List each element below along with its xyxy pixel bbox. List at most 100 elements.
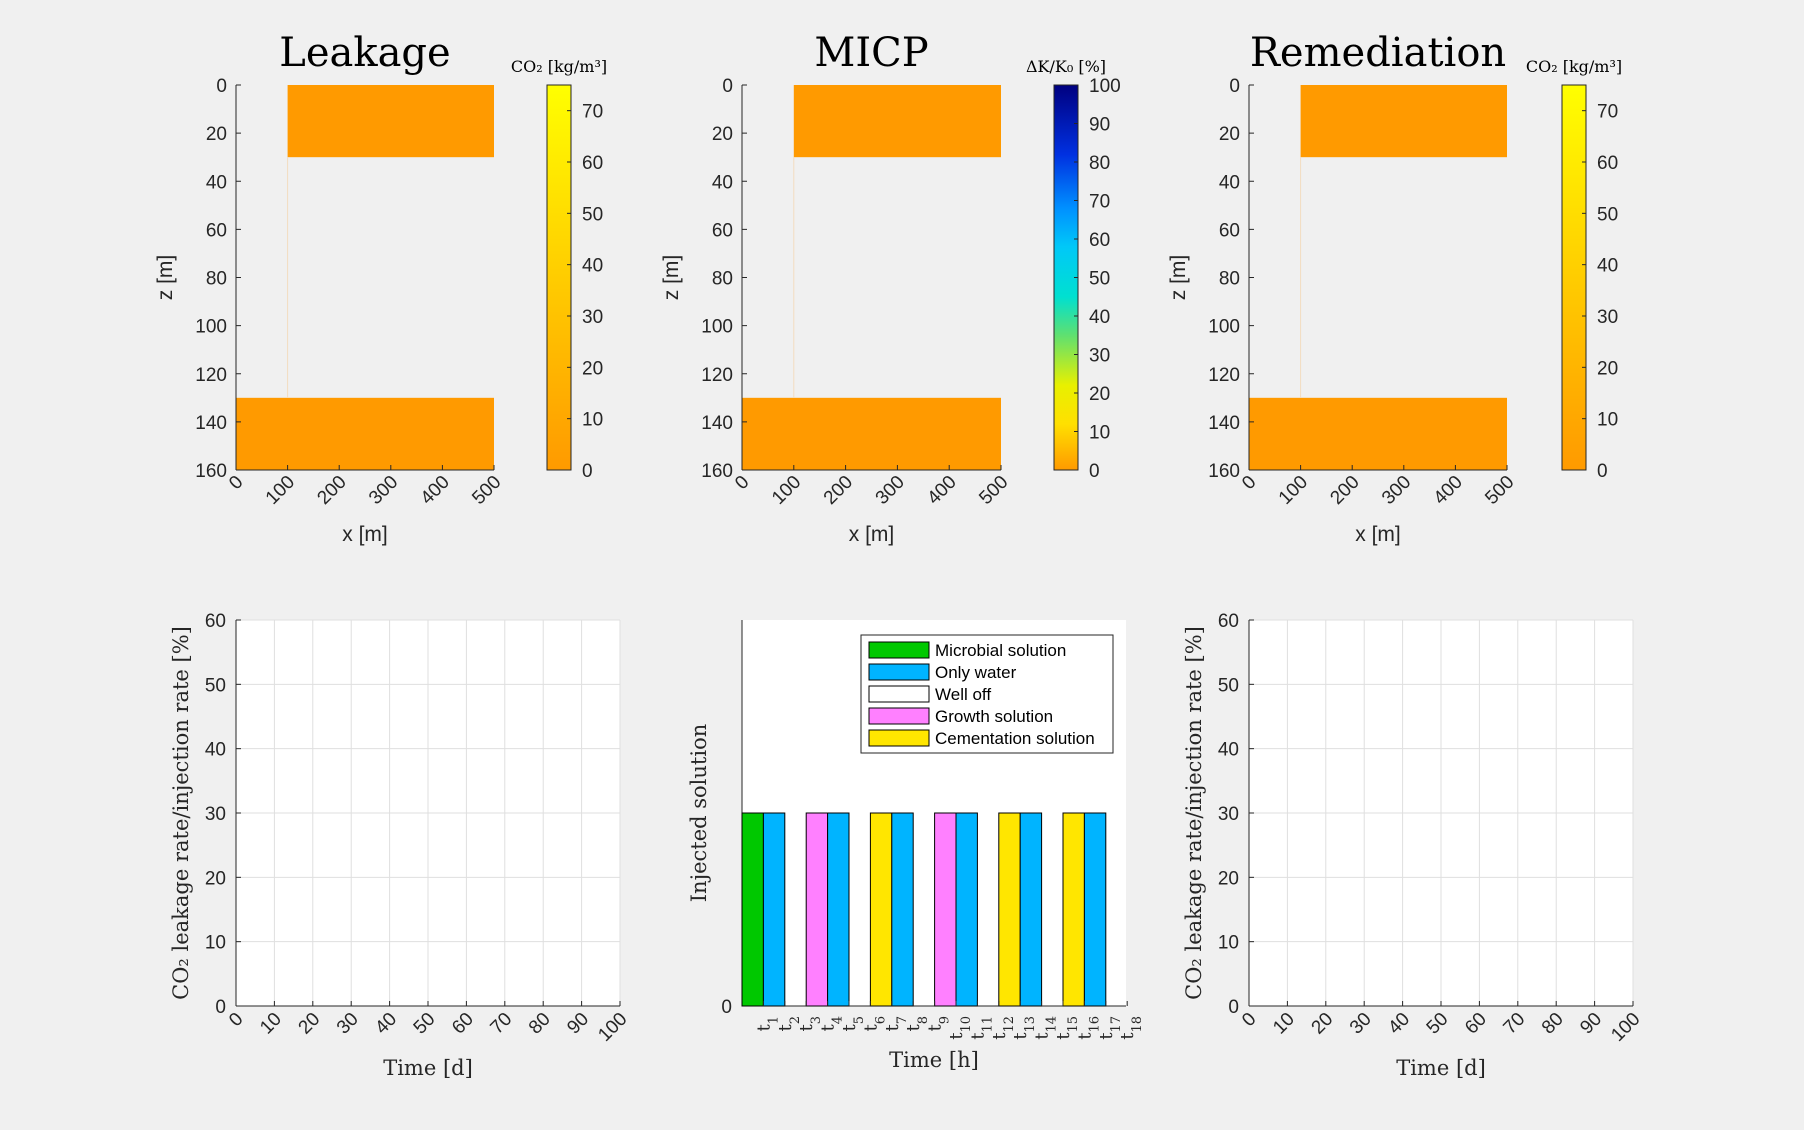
panel-5-xtick-sub: 5 <box>852 1016 867 1024</box>
panel-2-cb-tick-label: 70 <box>1089 192 1110 213</box>
panel-1-xtick-label: 100 <box>262 472 299 509</box>
panel-5-legend-label: Well off <box>935 685 991 704</box>
panel-2-ytick-label: 20 <box>712 124 733 145</box>
panel-5-xtick-label: t10 <box>946 1016 974 1040</box>
panel-1-cb-tick-label: 40 <box>582 256 603 277</box>
panel-5-bar-water <box>1083 812 1107 1007</box>
panel-2-xtick-label: 400 <box>923 472 960 509</box>
panel-5-legend-label: Microbial solution <box>935 641 1066 660</box>
panel-2-ytick-label: 60 <box>712 220 733 241</box>
panel-1-ytick-label: 80 <box>206 269 227 290</box>
panel-6-ytick-label: 40 <box>1218 740 1239 761</box>
panel-5-legend-label: Growth solution <box>935 707 1053 726</box>
panel-2-ytick-label: 40 <box>712 172 733 193</box>
panel-5-xtick-label: t8 <box>903 1016 931 1032</box>
panel-1-xtick-label: 200 <box>313 472 350 509</box>
panel-1-cell <box>287 85 494 158</box>
panel-5-xlabel: Time [h] <box>889 1048 979 1072</box>
panel-4-xlabel: Time [d] <box>383 1056 473 1080</box>
panel-3-ytick-label: 120 <box>1208 365 1240 386</box>
panel-5-bar-water <box>891 812 914 1007</box>
panel-3-cb-tick-label: 50 <box>1597 204 1618 225</box>
panel-1-cb-tick-label: 50 <box>582 204 603 225</box>
panel-2-ytick-label: 120 <box>701 365 733 386</box>
panel-6-ytick-label: 30 <box>1218 804 1239 825</box>
panel-3-xtick-label: 400 <box>1430 472 1467 509</box>
panel-6-xtick-label: 20 <box>1308 1009 1338 1039</box>
panel-5-xtick-t: t <box>796 1024 817 1032</box>
panel-1-ytick-label: 100 <box>195 317 227 338</box>
panel-5-xtick-sub: 13 <box>1023 1016 1038 1033</box>
panel-5-xtick-t: t <box>818 1024 839 1032</box>
panel-1-xlabel: x [m] <box>342 523 388 546</box>
panel-2-title: MICP <box>814 30 928 76</box>
panel-5-xtick-sub: 6 <box>873 1016 888 1024</box>
panel-6-xtick-label: 90 <box>1576 1009 1606 1039</box>
panel-5-xtick-label: t3 <box>796 1016 824 1032</box>
panel-5-ylabel: Injected solution <box>687 724 711 903</box>
panel-4-xtick-label: 20 <box>295 1009 325 1039</box>
panel-4-ylabel: CO₂ leakage rate/injection rate [%] <box>169 626 193 1000</box>
panel-6-xtick-label: 70 <box>1500 1009 1530 1039</box>
panel-5-xtick-sub: 14 <box>1044 1016 1059 1033</box>
panel-2-cb-label: ΔK/K₀ [%] <box>1026 57 1106 76</box>
panel-4-xtick-label: 70 <box>487 1009 517 1039</box>
panel-5-bar-water <box>762 812 786 1007</box>
panel-3-xtick-label: 300 <box>1378 472 1415 509</box>
panel-3-cb-tick-label: 0 <box>1597 461 1608 482</box>
panel-5-xtick-label: t15 <box>1053 1016 1081 1040</box>
panel-2-ylabel: z [m] <box>660 255 683 301</box>
panel-1-ytick-label: 0 <box>216 76 227 97</box>
panel-4-ytick-label: 10 <box>205 933 226 954</box>
panel-2-cb-tick-label: 50 <box>1089 269 1110 290</box>
panel-5-xtick-t: t <box>1117 1032 1138 1040</box>
panel-5-xtick-t: t <box>839 1024 860 1032</box>
panel-5-bar-water <box>1019 812 1043 1007</box>
panel-2-ytick-label: 140 <box>701 413 733 434</box>
panel-1-cb-tick-label: 30 <box>582 307 603 328</box>
panel-5-xtick-t: t <box>1074 1032 1095 1040</box>
panel-5-xtick-sub: 15 <box>1066 1016 1081 1033</box>
panel-1-title: Leakage <box>279 30 450 76</box>
panel-6-xtick-label: 30 <box>1346 1009 1376 1039</box>
panel-1-xtick-label: 500 <box>468 472 505 509</box>
panel-6-xtick-label: 80 <box>1538 1009 1568 1039</box>
panel-5-xtick-sub: 1 <box>766 1016 781 1024</box>
panel-1-ytick-label: 120 <box>195 365 227 386</box>
panel-1-ytick-label: 160 <box>195 461 227 482</box>
panel-1-ylabel: z [m] <box>154 255 177 301</box>
panel-2-cb-tick-label: 90 <box>1089 115 1110 136</box>
panel-2-cb-tick-label: 100 <box>1089 76 1121 97</box>
panel-5-xtick-label: t14 <box>1032 1016 1060 1040</box>
panel-2-cb-tick-label: 60 <box>1089 230 1110 251</box>
panel-3-ytick-label: 20 <box>1219 124 1240 145</box>
panel-3-cb-tick-label: 40 <box>1597 256 1618 277</box>
panel-5-xtick-t: t <box>989 1032 1010 1040</box>
panel-2-xtick-label: 500 <box>975 472 1012 509</box>
panel-4-xtick-label: 0 <box>225 1009 247 1031</box>
panel-5-bar-cementation <box>998 812 1021 1007</box>
panel-5-bar-cementation <box>1062 812 1085 1007</box>
panel-3-ytick-label: 40 <box>1219 172 1240 193</box>
panel-1-cb-tick-label: 10 <box>582 410 603 431</box>
panel-1-colorbar <box>546 84 572 471</box>
panel-5-xtick-t: t <box>753 1024 774 1032</box>
panel-5-bar-cementation <box>869 812 893 1007</box>
panel-6-xtick-label: 40 <box>1384 1009 1414 1039</box>
panel-2-xtick-label: 0 <box>731 472 753 494</box>
panel-3-ytick-label: 140 <box>1208 413 1240 434</box>
panel-3-cb-label: CO₂ [kg/m³] <box>1526 57 1622 76</box>
panel-2-ytick-label: 160 <box>701 461 733 482</box>
panel-6-xtick-label: 60 <box>1461 1009 1491 1039</box>
panel-1-cb-tick-label: 20 <box>582 358 603 379</box>
panel-6-xtick-label: 50 <box>1423 1009 1453 1039</box>
panel-1-xtick-label: 400 <box>417 472 454 509</box>
panel-5-xtick-label: t5 <box>839 1016 867 1032</box>
panel-1-cb-tick-label: 60 <box>582 153 603 174</box>
panel-5-legend-label: Cementation solution <box>935 729 1095 748</box>
panel-5-xtick-t: t <box>775 1024 796 1032</box>
panel-4-xtick-label: 90 <box>563 1009 593 1039</box>
panel-1-cb-label: CO₂ [kg/m³] <box>511 57 607 76</box>
panel-2-cb-tick-label: 80 <box>1089 153 1110 174</box>
